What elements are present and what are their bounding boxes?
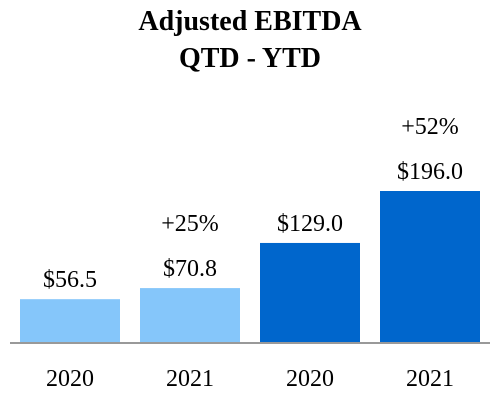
chart-title-line-1: Adjusted EBITDA [138, 6, 362, 37]
value-label-0: $56.5 [43, 267, 97, 293]
labels-group: $56.5 $70.8 +25% $129.0 $196.0 +52% [43, 114, 463, 293]
value-label-2: $129.0 [277, 211, 343, 237]
bar-3 [380, 191, 480, 343]
value-label-1: $70.8 [163, 256, 217, 282]
bar-0 [20, 299, 120, 343]
x-tick-labels: 2020 2021 2020 2021 [46, 366, 454, 392]
growth-label-3: +52% [401, 114, 459, 140]
x-tick-3: 2021 [406, 366, 454, 392]
chart-title-line-2: QTD - YTD [179, 43, 321, 74]
bar-1 [140, 288, 240, 343]
x-tick-1: 2021 [166, 366, 214, 392]
bar-2 [260, 242, 360, 343]
x-tick-0: 2020 [46, 366, 94, 392]
bars-group [20, 191, 480, 343]
value-label-3: $196.0 [397, 159, 463, 185]
x-tick-2: 2020 [286, 366, 334, 392]
growth-label-1: +25% [161, 211, 219, 237]
